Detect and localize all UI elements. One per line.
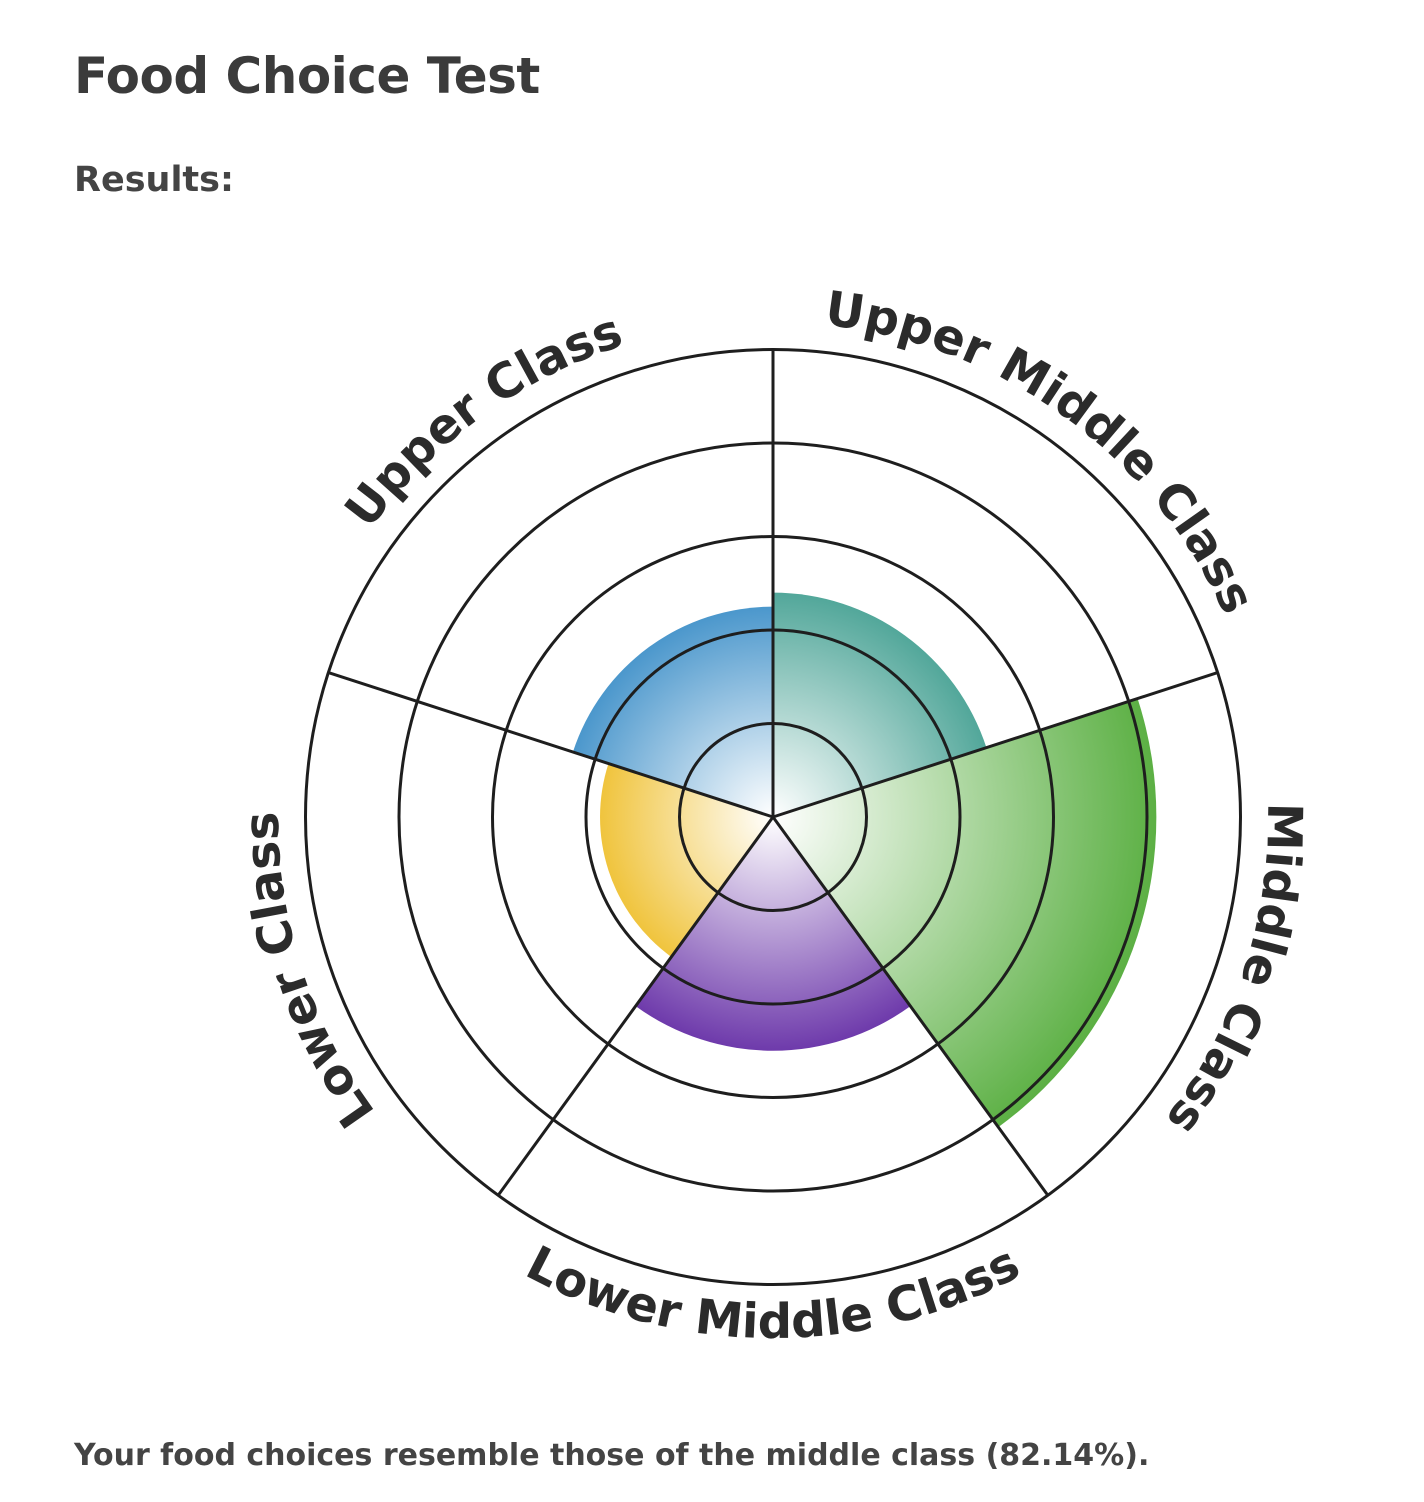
category-label-upper-class: Upper Class <box>334 303 629 538</box>
sector-middle-class <box>773 698 1157 1128</box>
grid-divider-3 <box>771 816 1050 1197</box>
grid-layer <box>304 348 1242 1286</box>
sector-layer <box>572 592 1157 1128</box>
grid-divider-2 <box>772 671 1219 819</box>
category-label-lower-middle-class: Lower Middle Class <box>518 1235 1029 1350</box>
sector-upper-class <box>572 606 773 817</box>
page-title: Food Choice Test <box>74 47 540 105</box>
sector-lower-class <box>600 763 773 957</box>
sector-upper-middle-class <box>773 592 987 817</box>
grid-divider-4 <box>496 816 775 1197</box>
category-label-upper-middle-class: Upper Middle Class <box>822 281 1266 622</box>
category-label-middle-class: Middle Class <box>1155 802 1312 1145</box>
result-summary: Your food choices resemble those of the … <box>74 1438 1150 1473</box>
grid-divider-5 <box>327 671 774 819</box>
results-label: Results: <box>74 160 234 200</box>
category-label-lower-class: Lower Class <box>234 811 386 1137</box>
